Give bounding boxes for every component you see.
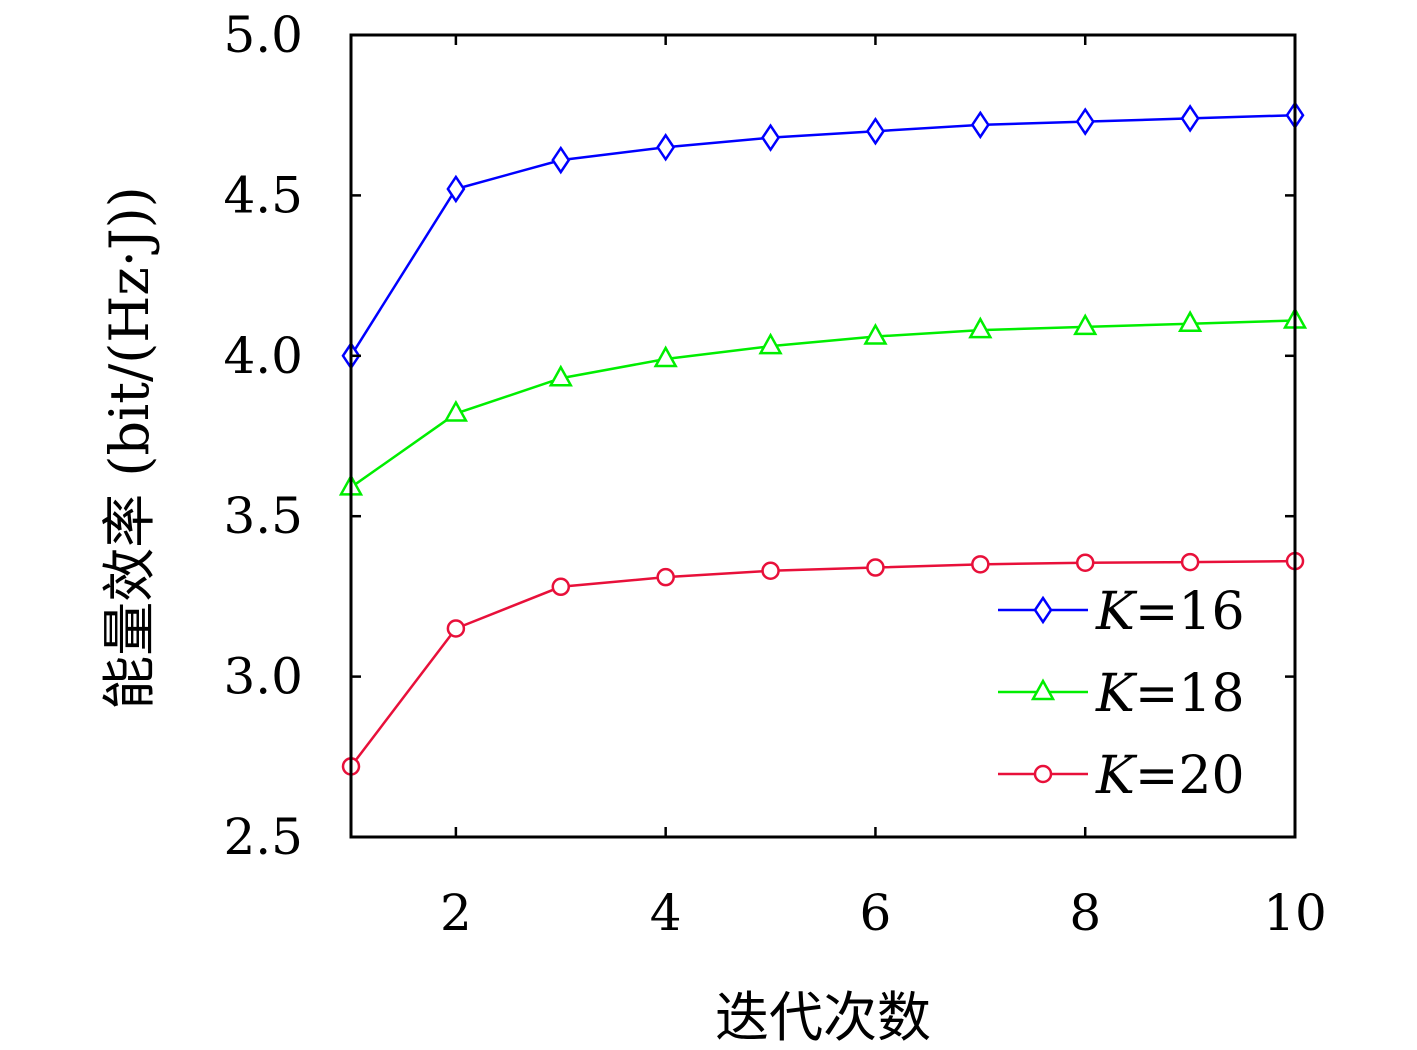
- data-point: [968, 316, 993, 339]
- plot-area-frame: [349, 33, 1297, 839]
- legend-swatch-marker: [1033, 764, 1053, 784]
- legend-label-value: =18: [1135, 664, 1245, 724]
- data-point: [443, 399, 469, 422]
- data-point: [1177, 310, 1203, 332]
- data-point: [1180, 104, 1200, 133]
- y-axis-title: 能量效率 (bit/(Hz·J)): [98, 186, 161, 710]
- series-line: [350, 319, 1296, 489]
- y-tick-label: 2.5: [223, 808, 303, 866]
- data-point: [446, 174, 466, 204]
- x-tick-label: 2: [440, 884, 472, 942]
- legend: K=16K=18K=20: [998, 582, 1245, 806]
- series-line: [350, 559, 1296, 768]
- series-diamond: [341, 100, 1305, 371]
- data-point: [1075, 107, 1095, 136]
- series-layer: [338, 100, 1308, 776]
- data-point: [548, 364, 573, 387]
- axes-layer: [349, 33, 1297, 839]
- legend-label-value: =20: [1135, 746, 1245, 806]
- data-point: [761, 123, 781, 152]
- y-tick-label: 5.0: [223, 6, 303, 64]
- x-tick-label: 8: [1069, 884, 1101, 942]
- tick-layer: 2.5 3.0 3.5 4.0 4.5 5.0 2 4 6 8 10: [223, 6, 1326, 942]
- series-triangle: [338, 306, 1308, 496]
- data-point: [1075, 553, 1095, 572]
- legend-entry: K=18: [998, 664, 1245, 724]
- data-point: [656, 133, 676, 162]
- legend-label: K=18: [1095, 664, 1245, 724]
- data-point: [866, 558, 885, 577]
- legend-entry: K=20: [998, 746, 1245, 806]
- data-point: [758, 332, 783, 355]
- legend-label-variable: K: [1095, 664, 1138, 724]
- legend-entry: K=16: [998, 582, 1245, 642]
- legend-label-variable: K: [1095, 746, 1138, 806]
- y-tick-label: 3.5: [223, 487, 303, 545]
- series-line: [349, 113, 1296, 357]
- x-axis-title: 迭代次数: [715, 986, 931, 1049]
- data-point: [551, 145, 571, 175]
- data-point: [865, 116, 885, 146]
- x-tick-label: 10: [1263, 884, 1327, 942]
- data-point: [656, 567, 675, 587]
- legend-label: K=20: [1095, 746, 1245, 806]
- data-point: [653, 345, 678, 368]
- data-point: [761, 561, 780, 580]
- legend-swatch-marker: [1030, 678, 1056, 701]
- y-tick-label: 4.0: [223, 327, 303, 385]
- legend-label: K=16: [1095, 582, 1245, 642]
- data-point: [971, 555, 990, 574]
- data-point: [970, 110, 990, 140]
- data-point: [863, 322, 888, 345]
- x-tick-label: 4: [650, 884, 682, 942]
- data-point: [551, 577, 571, 597]
- data-point: [446, 619, 466, 638]
- legend-label-variable: K: [1095, 582, 1138, 642]
- y-tick-label: 4.5: [223, 166, 303, 224]
- legend-swatch-marker: [1033, 595, 1053, 625]
- data-point: [1180, 552, 1200, 572]
- y-tick-label: 3.0: [223, 648, 303, 706]
- legend-label-value: =16: [1135, 582, 1245, 642]
- x-tick-label: 6: [860, 884, 892, 942]
- data-point: [1073, 313, 1098, 336]
